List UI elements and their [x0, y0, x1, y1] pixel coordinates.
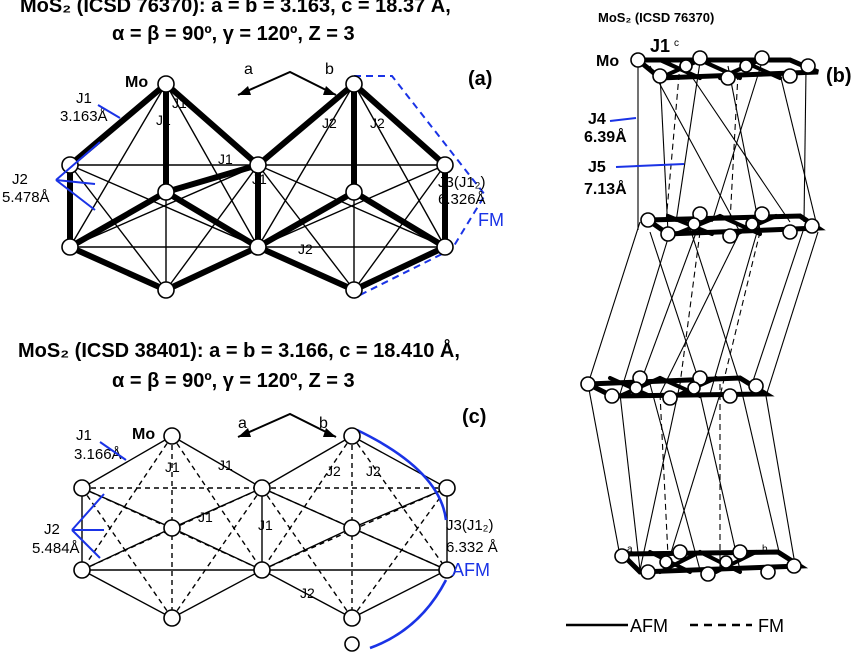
legend-fm-label: FM — [758, 616, 784, 636]
panel-a-axis-arrows: a b — [237, 61, 337, 96]
panel-a-axis-b-label: b — [325, 61, 334, 78]
panel-c-j2-distance: 5.484Å — [32, 540, 80, 557]
panel-c-axis-b-label: b — [319, 415, 328, 432]
panel-b-b-axis: b — [762, 544, 768, 555]
panel-b: MoS₂ (ICSD 76370) (b) — [580, 10, 852, 582]
panel-b-tag: (b) — [826, 65, 852, 87]
panel-c-edge-j2-a: J2 — [326, 463, 341, 479]
panel-c: MoS₂ (ICSD 38401): a = b = 3.166, c = 18… — [18, 338, 498, 652]
panel-b-j4-distance: 6.39Å — [584, 127, 627, 146]
panel-b-layer-3 — [580, 370, 775, 406]
panel-b-j1-label: J1 — [650, 36, 670, 56]
panel-a-thin-edges — [69, 83, 446, 291]
panel-c-mo-label: Mo — [132, 426, 155, 443]
panel-c-axis-arrows: a b — [237, 412, 337, 438]
panel-a-edge-j2-b: J2 — [370, 115, 385, 131]
panel-b-a-axis: a — [627, 544, 633, 555]
panel-c-j2-label: J2 — [44, 521, 60, 538]
panel-a-j1-label: J1 — [76, 90, 92, 107]
panel-b-interlayer-dashed — [659, 63, 761, 570]
panel-b-layer-4 — [614, 544, 809, 582]
panel-c-order-label: AFM — [452, 560, 490, 580]
panel-b-header: MoS₂ (ICSD 76370) — [598, 10, 714, 25]
panel-a-j2-distance: 5.478Å — [2, 189, 50, 206]
panel-c-j2-arrows — [71, 493, 105, 559]
panel-a-edge-j1-d: J1 — [252, 171, 267, 187]
panel-a-axis-a-label: a — [244, 61, 253, 78]
panel-c-tag: (c) — [462, 406, 486, 428]
panel-a-j2-arrows — [55, 141, 101, 211]
panel-c-j3-distance: 6.332 Å — [446, 539, 498, 556]
panel-b-j5-label: J5 — [588, 159, 606, 176]
panel-c-edge-j2-b: J2 — [366, 463, 381, 479]
panel-a-edge-j1-b: J1 — [156, 112, 171, 128]
panel-c-j1-arrow — [99, 441, 127, 461]
panel-a-header-line2: α = β = 90º, γ = 120º, Z = 3 — [112, 23, 355, 45]
panel-a-order-label: FM — [478, 210, 504, 230]
panel-a-edge-j2-c: J2 — [298, 241, 313, 257]
panel-c-edge-j1-b: J1 — [218, 457, 233, 473]
panel-c-header-line2: α = β = 90º, γ = 120º, Z = 3 — [112, 370, 355, 392]
panel-a-edge-j1-a: J1 — [172, 95, 187, 111]
panel-a-j2-label: J2 — [12, 171, 28, 188]
panel-a-j1-arrow — [97, 104, 121, 119]
panel-a-header-line1: MoS₂ (ICSD 76370): a = b = 3.163, c = 18… — [20, 0, 451, 17]
panel-b-mo-label: Mo — [596, 53, 619, 70]
panel-b-j5-arrow — [615, 163, 685, 168]
panel-b-j4-arrow — [609, 117, 637, 122]
panel-c-edge-j1-a: J1 — [165, 459, 180, 475]
panel-b-j5-distance: 7.13Å — [584, 179, 627, 198]
panel-b-interlayer-thin — [587, 61, 819, 571]
legend-afm-label: AFM — [630, 616, 668, 636]
panel-a-j3-distance: 6.326Å — [438, 191, 486, 208]
panel-a-tag: (a) — [468, 68, 492, 90]
panel-b-j4-label: J4 — [588, 111, 606, 128]
panel-c-edge-j2-c: J2 — [300, 585, 315, 601]
panel-a-atoms — [61, 75, 454, 299]
panel-a-fm-boundary — [353, 75, 487, 299]
panel-a-bold-edges — [67, 81, 448, 293]
panel-a-edge-j1-c: J1 — [218, 151, 233, 167]
panel-b-layer-2 — [640, 206, 826, 244]
panel-c-axis-a-label: a — [238, 415, 247, 432]
panel-a-j1-distance: 3.163Å — [60, 108, 108, 125]
panel-a-j3-label: J3(J1₂) — [438, 174, 486, 191]
panel-b-layer-1 — [630, 50, 819, 86]
panel-a-mo-label: Mo — [125, 74, 148, 91]
panel-c-j1-label: J1 — [76, 427, 92, 444]
legend: AFM FM — [566, 616, 784, 636]
panel-c-edge-j1-d: J1 — [258, 517, 273, 533]
panel-c-solid-edges — [81, 435, 448, 619]
panel-a-edge-j2-a: J2 — [322, 115, 337, 131]
panel-c-j1-distance: 3.166Å — [74, 446, 122, 463]
panel-c-edge-j1-c: J1 — [198, 509, 213, 525]
panel-c-j3-label: J3(J1₂) — [446, 517, 494, 534]
panel-b-c-axis: c — [674, 38, 679, 49]
panel-c-header-line1: MoS₂ (ICSD 38401): a = b = 3.166, c = 18… — [18, 338, 460, 362]
panel-c-atoms — [73, 427, 456, 652]
panel-a: MoS₂ (ICSD 76370): a = b = 3.163, c = 18… — [2, 0, 504, 299]
panel-c-afm-boundary — [356, 428, 448, 650]
